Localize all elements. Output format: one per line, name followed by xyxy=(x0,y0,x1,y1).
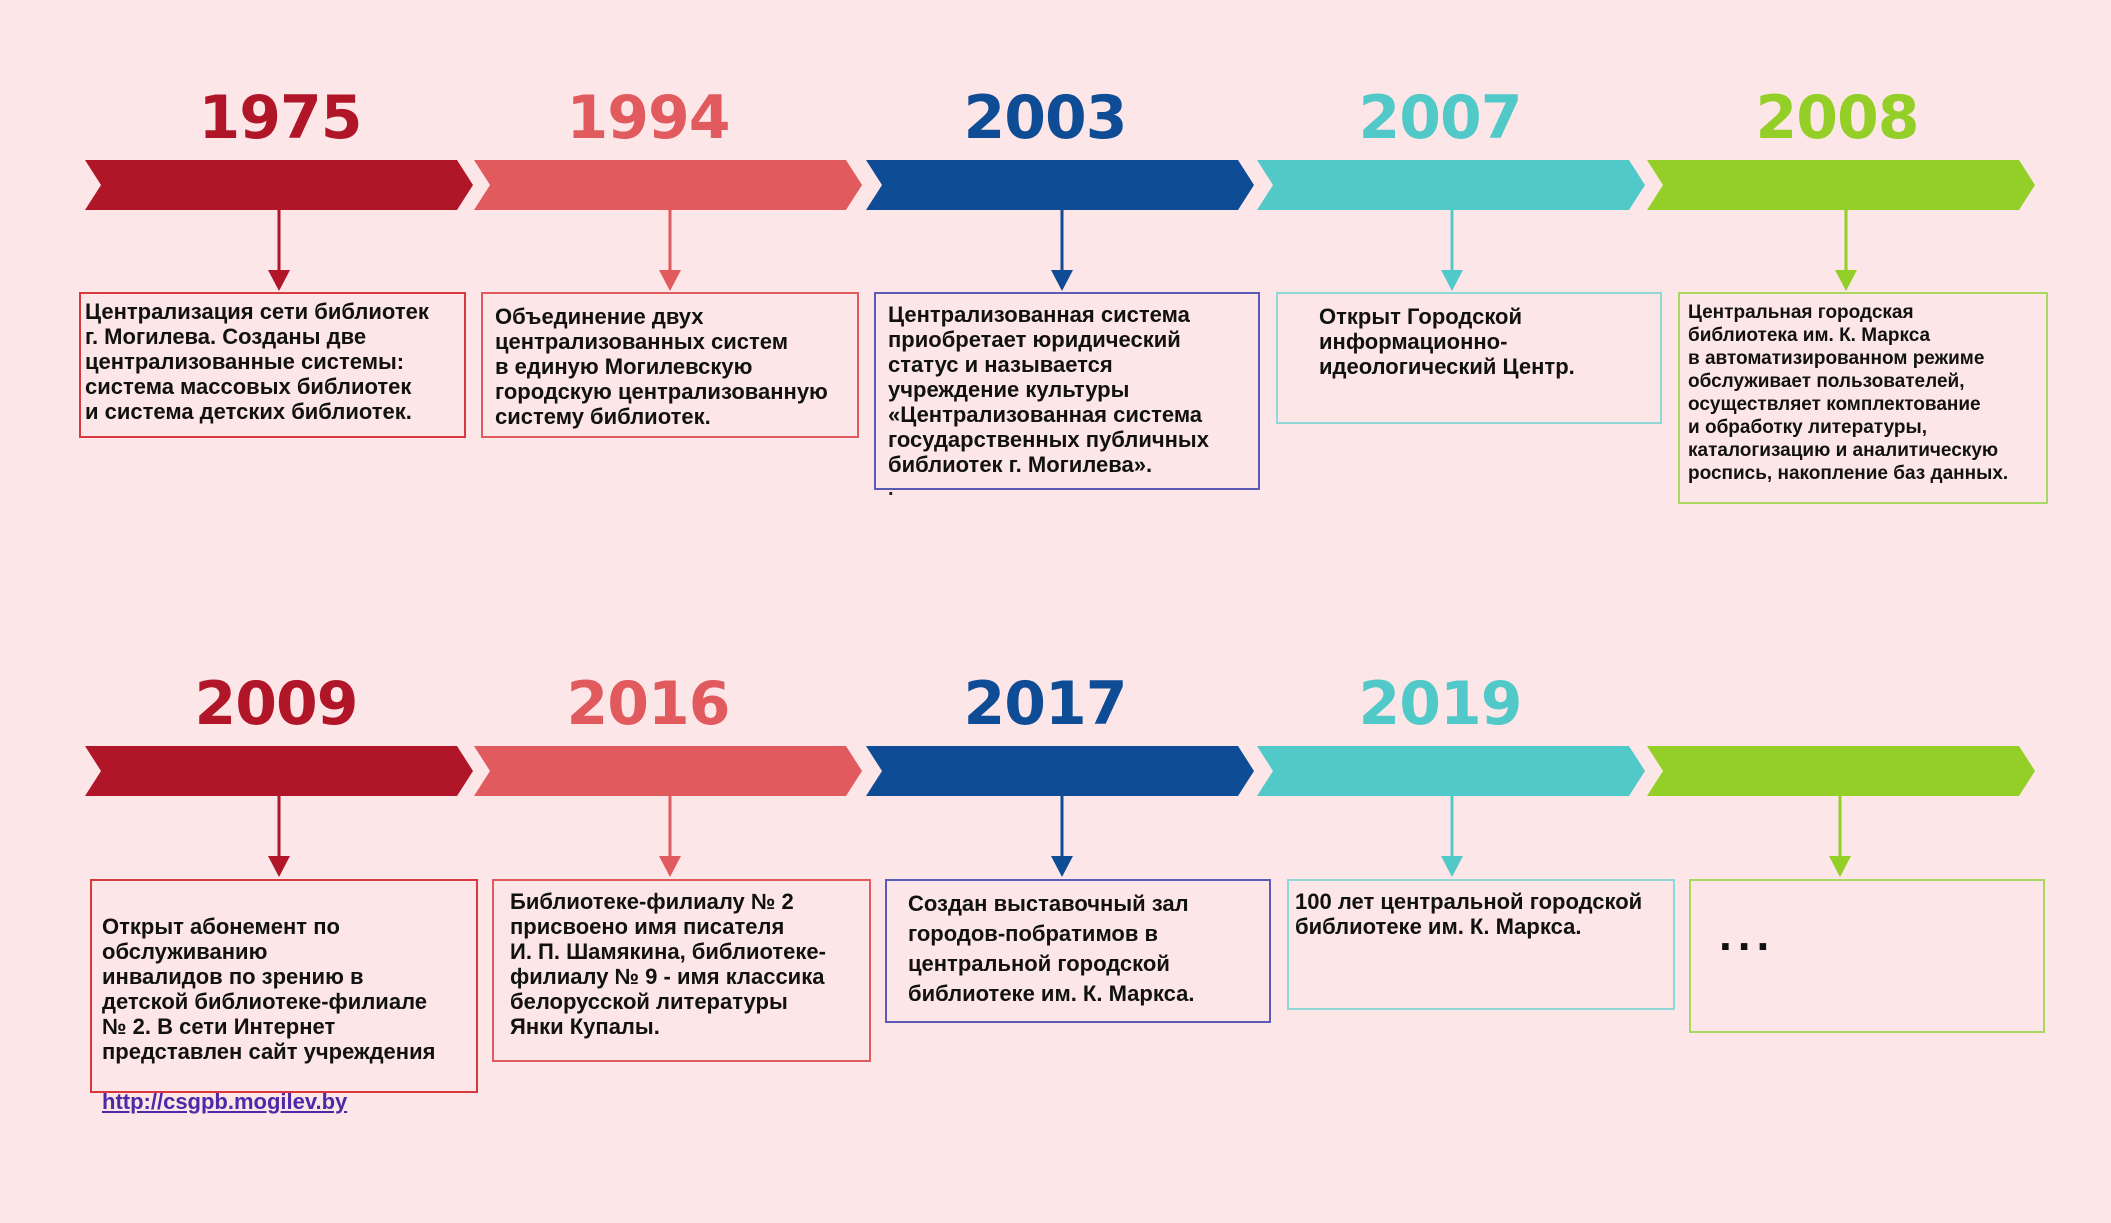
chevron-segment xyxy=(85,160,473,210)
event-box-future: ... xyxy=(1689,879,2045,1033)
year-label: 2008 xyxy=(1755,83,1920,153)
chevron-segment xyxy=(474,160,862,210)
year-label: 2003 xyxy=(963,83,1128,153)
event-box-2019: 100 лет центральной городской библиотеке… xyxy=(1287,879,1675,1010)
arrow-down-icon xyxy=(1441,270,1463,291)
arrow-down-icon xyxy=(659,856,681,877)
ellipsis-text: ... xyxy=(1719,908,1776,960)
arrow-down-icon xyxy=(1051,270,1073,291)
arrow-down-icon xyxy=(268,270,290,291)
chevron-segment xyxy=(85,746,473,796)
year-label: 2009 xyxy=(194,669,359,739)
website-link[interactable]: http://csgpb.mogilev.by xyxy=(102,1089,348,1114)
year-label: 2017 xyxy=(963,669,1128,739)
chevron-segment xyxy=(1647,746,2035,796)
chevron-segment xyxy=(1647,160,2035,210)
event-box-2009: Открыт абонемент по обслуживанию инвалид… xyxy=(90,879,478,1114)
event-box-2003: Централизованная система приобретает юри… xyxy=(874,292,1260,490)
arrow-down-icon xyxy=(659,270,681,291)
stray-mark: . xyxy=(888,478,894,500)
event-box-2007: Открыт Городской информационно- идеологи… xyxy=(1276,292,1662,424)
arrow-down-icon xyxy=(1441,856,1463,877)
chevron-segment xyxy=(866,746,1254,796)
arrow-down-icon xyxy=(268,856,290,877)
chevron-segment xyxy=(474,746,862,796)
event-box-2017: Создан выставочный зал городов-побратимо… xyxy=(885,879,1271,1023)
event-box-2008: Центральная городская библиотека им. К. … xyxy=(1678,292,2048,504)
year-label: 2007 xyxy=(1358,83,1523,153)
event-text-2009: Открыт абонемент по обслуживанию инвалид… xyxy=(102,914,436,1064)
chevron-segment xyxy=(866,160,1254,210)
chevron-segment xyxy=(1257,160,1645,210)
year-label: 1975 xyxy=(198,83,363,153)
arrow-down-icon xyxy=(1051,856,1073,877)
event-box-1975: Централизация сети библиотек г. Могилева… xyxy=(79,292,466,438)
event-box-1994: Объединение двух централизованных систем… xyxy=(481,292,859,438)
year-label: 1994 xyxy=(566,83,731,153)
arrow-down-icon xyxy=(1835,270,1857,291)
year-label: 2016 xyxy=(566,669,731,739)
arrow-down-icon xyxy=(1829,856,1851,877)
event-box-2016: Библиотеке-филиалу № 2 присвоено имя пис… xyxy=(492,879,871,1062)
chevron-segment xyxy=(1257,746,1645,796)
year-label: 2019 xyxy=(1358,669,1523,739)
